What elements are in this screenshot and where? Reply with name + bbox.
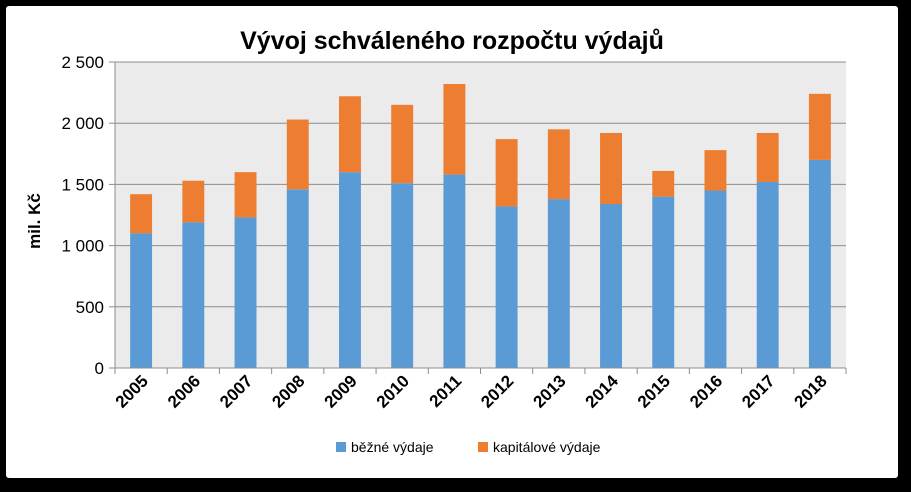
- chart-svg: Vývoj schváleného rozpočtu výdajů 0 500 1 …: [25, 27, 847, 455]
- x-tick-label: 2009: [321, 371, 361, 411]
- x-tick-label: 2007: [216, 371, 256, 411]
- bar-kapitalove-2012: [495, 139, 518, 207]
- x-tick-label: 2013: [529, 371, 569, 411]
- axes: [109, 61, 847, 374]
- bar-bezne-2015: [652, 196, 675, 368]
- bar-kapitalove-2005: [130, 194, 153, 234]
- x-tick-label: 2010: [373, 371, 413, 411]
- bar-kapitalove-2014: [600, 132, 623, 204]
- bar-kapitalove-2016: [704, 150, 727, 191]
- y-tick-label: 1 000: [61, 237, 104, 256]
- bar-kapitalove-2010: [391, 104, 414, 184]
- x-tick-label: 2014: [582, 371, 623, 412]
- bar-bezne-2010: [391, 183, 414, 368]
- bar-kapitalove-2006: [182, 180, 205, 223]
- bar-kapitalove-2009: [338, 96, 361, 173]
- bar-bezne-2012: [495, 206, 518, 368]
- x-tick-label: 2017: [738, 371, 778, 411]
- legend-swatch: [336, 442, 346, 452]
- bar-kapitalove-2007: [234, 172, 257, 218]
- bar-kapitalove-2015: [652, 170, 675, 197]
- bar-bezne-2008: [286, 189, 309, 368]
- plot-area: [115, 62, 846, 368]
- y-tick-label: 500: [76, 298, 104, 317]
- y-tick-label: 2 000: [61, 114, 104, 133]
- bar-kapitalove-2008: [286, 119, 309, 190]
- y-tick-label: 0: [95, 359, 104, 378]
- x-tick-label: 2012: [477, 371, 517, 411]
- x-tick-label: 2005: [112, 371, 152, 411]
- bars: [130, 84, 831, 368]
- bar-bezne-2007: [234, 217, 257, 368]
- bar-bezne-2009: [338, 172, 361, 368]
- bar-bezne-2018: [808, 159, 831, 368]
- x-tick-label: 2011: [426, 371, 466, 411]
- bar-kapitalove-2018: [808, 93, 831, 160]
- bar-bezne-2013: [547, 199, 570, 368]
- x-tick-label: 2015: [634, 371, 674, 411]
- bar-bezne-2005: [130, 233, 153, 368]
- bar-kapitalove-2011: [443, 84, 466, 175]
- y-tick-label: 2 500: [61, 53, 104, 72]
- legend-swatch: [478, 442, 488, 452]
- x-tick-labels: 2005 2006 2007 2008 2009 2010 2011 2012 2013 2014…: [112, 371, 831, 412]
- x-tick-label: 2016: [686, 371, 726, 411]
- chart-frame: Vývoj schváleného rozpočtu výdajů 0 500 1 …: [6, 6, 898, 478]
- x-tick-label: 2018: [791, 371, 831, 411]
- x-tick-label: 2008: [268, 371, 308, 411]
- y-tick-label: 1 500: [61, 175, 104, 194]
- legend-label: kapitálové výdaje: [493, 439, 601, 455]
- y-axis-label: mil. Kč: [25, 193, 44, 249]
- bar-bezne-2014: [600, 203, 623, 368]
- bar-bezne-2016: [704, 190, 727, 368]
- bar-bezne-2006: [182, 222, 205, 368]
- bar-bezne-2017: [756, 181, 779, 368]
- y-tick-labels: 0 500 1 000 1 500 2 000 2 500: [61, 53, 104, 378]
- legend: běžné výdaje kapitálové výdaje: [336, 439, 601, 455]
- bar-kapitalove-2013: [547, 129, 570, 200]
- legend-label: běžné výdaje: [351, 439, 434, 455]
- bar-kapitalove-2017: [756, 132, 779, 182]
- chart-title: Vývoj schváleného rozpočtu výdajů: [240, 27, 664, 55]
- bar-bezne-2011: [443, 174, 466, 368]
- x-tick-label: 2006: [164, 371, 204, 411]
